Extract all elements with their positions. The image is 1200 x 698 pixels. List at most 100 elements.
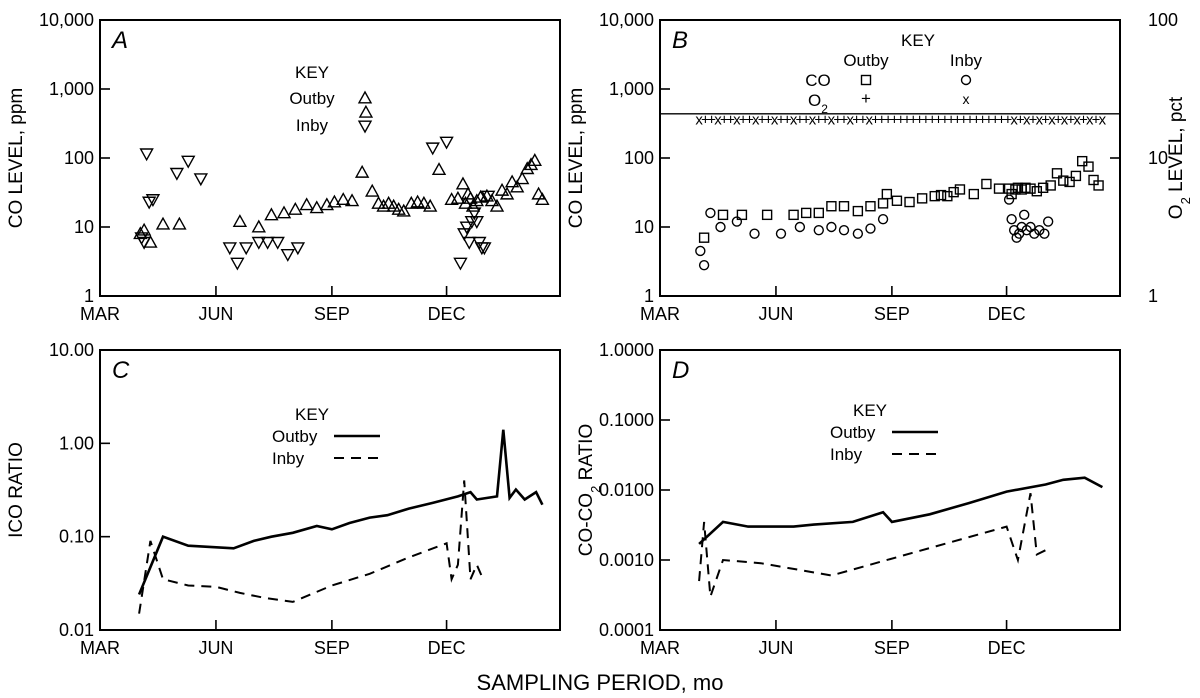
o2-outby-point: + [720, 112, 729, 129]
o2-inby-point: x [809, 112, 817, 129]
o2-outby-point: + [947, 112, 956, 129]
panel-a: 1 10 100 1,000 10,000 MAR JUN SEP DEC A CO LEVEL, … [6, 10, 561, 324]
co-inby-point [877, 213, 889, 225]
outby-point [319, 197, 335, 211]
o2-outby-point: + [726, 112, 735, 129]
o2-outby-point: + [859, 112, 868, 129]
o2-outby-point: + [1079, 112, 1088, 129]
co-outby-point [1031, 186, 1043, 197]
inby-point [477, 242, 492, 256]
co-inby-point [698, 259, 710, 271]
o2-outby-point: + [890, 112, 899, 129]
outby-point [354, 164, 370, 178]
o2-outby-point: + [884, 112, 893, 129]
x-tick-label: JUN [758, 638, 793, 658]
key-marker-outby [357, 90, 373, 104]
o2-outby-point: + [991, 112, 1000, 129]
outby-point [358, 104, 374, 118]
outby-point [251, 219, 266, 233]
x-tick-label: SEP [874, 638, 910, 658]
co-outby-point [1012, 182, 1024, 193]
key-label-outby: Outby [830, 423, 876, 442]
o2-outby-point: + [802, 112, 811, 129]
o2-outby-point: + [783, 112, 792, 129]
co-outby-point [838, 201, 850, 212]
inby-point [141, 196, 157, 210]
outby-point [410, 194, 425, 208]
o2-outby-point: + [985, 112, 994, 129]
co-outby-point [1051, 168, 1063, 179]
o2-inby-point: x [1061, 112, 1069, 129]
y-tick-label: 0.10 [59, 527, 94, 547]
outby-point [469, 193, 485, 207]
x-tick-label: MAR [80, 304, 120, 324]
outby-point [232, 214, 248, 228]
o2-outby-point: + [1003, 112, 1012, 129]
co-inby-point [1003, 194, 1015, 205]
o2-outby-point: + [840, 112, 849, 129]
outby-point [309, 200, 324, 214]
co-outby-point [1076, 155, 1088, 167]
o2-outby-point: + [814, 112, 823, 129]
x-tick-label: SEP [314, 638, 350, 658]
co-outby-point [1037, 182, 1049, 193]
y2-tick-label: 100 [1148, 10, 1178, 30]
key-label-inby: Inby [296, 116, 329, 135]
o2-inby-point: x [1099, 112, 1107, 129]
o2-inby-point: x [733, 112, 741, 129]
outby-point [494, 182, 510, 196]
co-outby-point [981, 178, 992, 190]
co-outby-point [788, 209, 799, 221]
y-axis-title: ICO RATIO [6, 442, 27, 538]
key-title: KEY [853, 401, 887, 420]
co-outby-point [761, 209, 773, 221]
key-marker-co-inby [960, 74, 972, 86]
inby-point [439, 136, 454, 150]
y2-tick-label: 10 [1148, 148, 1168, 168]
x-tick-label: JUN [758, 304, 793, 324]
outby-point [336, 192, 351, 206]
co-outby-point [1064, 176, 1075, 188]
y-axis-title: CO LEVEL, ppm [6, 88, 27, 228]
co-outby-point [813, 207, 824, 219]
co-outby-point [948, 186, 959, 198]
inby-point [280, 248, 295, 262]
o2-outby-point: + [833, 112, 842, 129]
panel-label: B [672, 27, 688, 54]
key-marker-inby [357, 120, 373, 134]
y-tick-label: 0.01 [59, 620, 94, 640]
inby-line [698, 493, 1052, 597]
inby-point [239, 242, 254, 256]
y-tick-label: 10 [74, 217, 94, 237]
inby-line [138, 480, 485, 614]
outby-point [531, 186, 546, 200]
o2-inby-point: x [847, 112, 855, 129]
o2-outby-point: + [1029, 112, 1038, 129]
o2-outby-point: + [1066, 112, 1075, 129]
inby-point [139, 148, 154, 162]
outby-point [365, 183, 380, 197]
y-tick-label: 1 [84, 286, 94, 306]
outby-point [423, 198, 438, 212]
y2-axis-title: O2 LEVEL, pct [1166, 96, 1193, 219]
co-outby-point [826, 201, 837, 212]
co-inby-point [731, 216, 743, 227]
o2-inby-point: x [1073, 112, 1081, 129]
co-outby-point [1045, 180, 1056, 191]
o2-inby-point: x [1036, 112, 1044, 129]
y-tick-label: 100 [624, 148, 654, 168]
co-outby-point [877, 198, 889, 209]
co-outby-point [1070, 170, 1082, 182]
o2-inby-point: x [1048, 112, 1056, 129]
y2-tick-label: 1 [1148, 286, 1158, 306]
key-marker-co-outby [860, 74, 872, 86]
o2-inby-point: x [1010, 112, 1018, 129]
y-axis-title: CO-CO2 RATIO [576, 424, 603, 557]
inby-point [169, 167, 185, 181]
co-outby-point [1093, 180, 1104, 191]
co-outby-point [881, 188, 893, 200]
o2-inby-point: x [865, 112, 873, 129]
panel-label: A [110, 27, 128, 54]
key-marker-o2-outby: + [861, 89, 871, 108]
